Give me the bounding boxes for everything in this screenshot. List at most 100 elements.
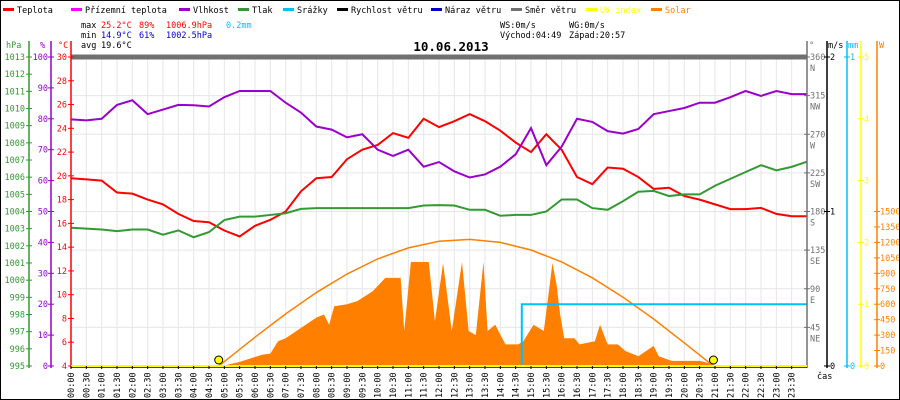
x-tick-label: 19:00 [650,372,660,398]
stats-wind-gust: WG:0m/s [569,21,605,31]
pressure-tick-label: 1001 [5,259,25,269]
pressure-tick-label: 1000 [5,276,25,286]
x-tick-label: 20:30 [696,372,706,398]
direction-direction-label: NE [810,334,820,344]
humidity-tick-label: 0 [43,362,48,372]
x-tick-label: 12:00 [435,372,445,398]
direction-tick-label: 360 [810,53,825,63]
sun-marker [708,355,718,365]
x-tick-label: 11:30 [420,372,430,398]
x-tick-label: 11:00 [404,372,414,398]
x-tick-label: 00:30 [82,372,92,398]
legend-swatch [3,8,14,11]
x-tick-label: 10:00 [374,372,384,398]
series-line-temperature [70,112,807,238]
uv-tick-label: 1 [864,300,869,310]
legend-item-label: Směr větru [525,6,576,16]
x-tick-label: 17:00 [588,372,598,398]
pressure-tick-label: 998 [10,311,25,321]
direction-tick-label: 90 [810,285,820,295]
solar-tick-label: 900 [880,269,895,279]
pressure-tick-label: 1005 [5,190,25,200]
temperature-tick-label: 18 [57,196,67,206]
temperature-tick-label: 6 [62,338,67,348]
x-tick-label: 07:00 [282,372,292,398]
x-tick-label: 04:30 [205,372,215,398]
direction-tick-label: 315 [810,92,825,102]
temperature-tick-label: 16 [57,219,67,229]
temperature-tick-label: 26 [57,101,67,111]
humidity-unit-label: % [40,41,45,51]
stats-max-press: 1006.9hPa [166,21,212,31]
legend-item-label: Rychlost větru [351,6,423,16]
stats-sunrise: Východ:04:49 [500,31,561,41]
solar-tick-label: 1350 [880,223,900,233]
humidity-tick-label: 40 [38,238,48,248]
x-tick-label: 14:00 [496,372,506,398]
humidity-tick-label: 20 [38,300,48,310]
x-tick-label: 02:30 [144,372,154,398]
x-tick-label: 18:00 [619,372,629,398]
pressure-tick-label: 996 [10,345,25,355]
legend-item-label: UV index [600,6,641,16]
axes: 1013101210111010100910081007100610051004… [5,41,900,398]
humidity-tick-label: 100 [33,53,48,63]
pressure-tick-label: 1010 [5,105,25,115]
direction-direction-label: SE [810,257,820,267]
legend-swatch [238,8,249,11]
direction-tick-label: 45 [810,323,820,333]
temperature-unit-label: °C [58,41,68,51]
humidity-tick-label: 70 [38,146,48,156]
x-tick-label: 21:00 [711,372,721,398]
humidity-tick-label: 10 [38,331,48,341]
legend-item-label: Vlhkost [193,6,229,16]
legend-swatch [511,8,522,11]
x-tick-label: 09:00 [343,372,353,398]
humidity-tick-label: 50 [38,208,48,218]
x-tick-label: 08:00 [312,372,322,398]
direction-direction-label: W [810,141,816,151]
x-axis-label: čas [817,371,832,382]
x-tick-label: 01:00 [98,372,108,398]
solar-tick-label: 450 [880,316,895,326]
direction-direction-label: NW [810,103,821,113]
stats-min-press: 1002.5hPa [166,31,212,41]
uv-tick-label: 4 [864,115,869,125]
stats-max-rain: 0.2mm [226,21,252,31]
uv-tick-label: 3 [864,177,869,187]
direction-direction-label: S [810,219,815,229]
x-tick-label: 13:00 [466,372,476,398]
solar-tick-label: 300 [880,331,895,341]
stats: max 25.2°C 89% 1006.9hPa 0.2mm min 14.9°… [81,21,625,51]
legend: Teplota Přízemní teplota Vlhkost Tlak Srážky… [3,6,691,16]
sun-marker [214,355,224,365]
temperature-tick-label: 4 [62,362,67,372]
wind-tick-label: 0 [830,362,835,372]
wind-tick-label: 1 [830,208,835,218]
stats-max-temp: 25.2°C [101,21,132,31]
legend-item-label: Náraz větru [445,6,501,16]
temperature-tick-label: 28 [57,77,67,87]
pressure-tick-label: 1008 [5,139,25,149]
x-tick-label: 15:00 [527,372,537,398]
pressure-tick-label: 997 [10,328,25,338]
solar-area [219,261,715,366]
pressure-tick-label: 1011 [5,87,25,97]
legend-item-label: Solar [665,6,691,16]
temperature-tick-label: 8 [62,314,67,324]
direction-direction-label: SW [810,180,821,190]
temperature-tick-label: 22 [57,148,67,158]
x-tick-label: 13:30 [481,372,491,398]
x-tick-label: 07:30 [297,372,307,398]
x-tick-label: 16:30 [573,372,583,398]
pressure-tick-label: 1007 [5,156,25,166]
x-tick-label: 10:30 [389,372,399,398]
wind-tick-label: 2 [830,53,835,63]
x-tick-label: 03:00 [159,372,169,398]
pressure-tick-label: 1004 [5,208,25,218]
pressure-tick-label: 1003 [5,225,25,235]
pressure-tick-label: 1002 [5,242,25,252]
direction-tick-label: 270 [810,130,825,140]
